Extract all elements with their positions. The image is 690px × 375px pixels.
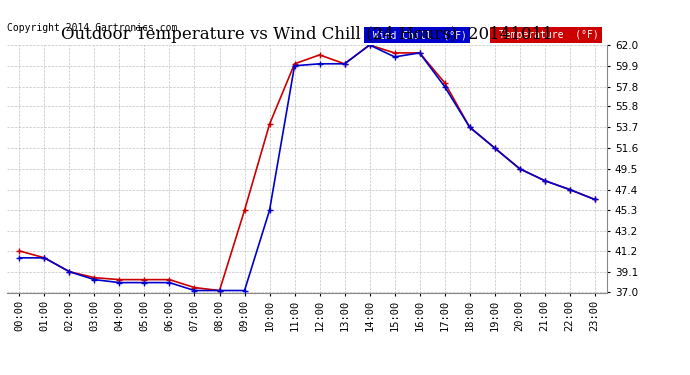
Title: Outdoor Temperature vs Wind Chill (24 Hours)  20141011: Outdoor Temperature vs Wind Chill (24 Ho… xyxy=(61,27,553,44)
Text: Temperature  (°F): Temperature (°F) xyxy=(493,30,599,40)
Text: Copyright 2014 Cartronics.com: Copyright 2014 Cartronics.com xyxy=(7,22,177,33)
Text: Wind Chill  (°F): Wind Chill (°F) xyxy=(367,30,467,40)
